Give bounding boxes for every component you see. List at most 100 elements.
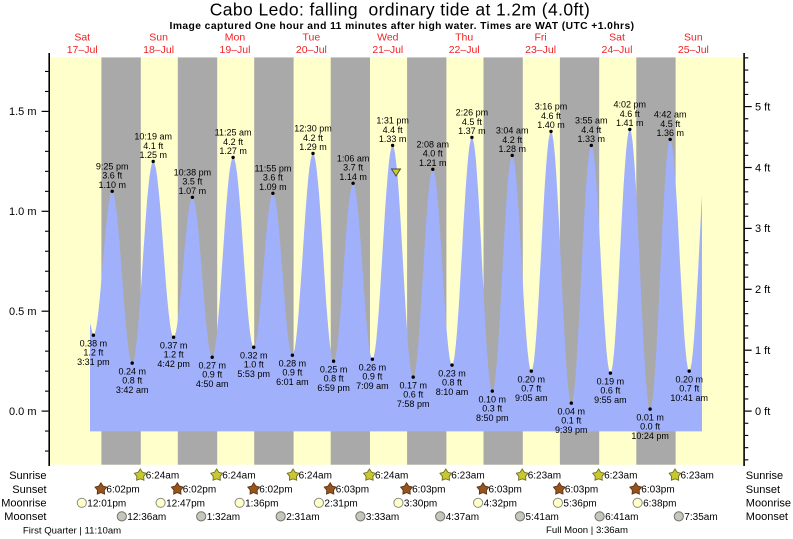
svg-text:0.23 m: 0.23 m <box>438 368 466 378</box>
svg-text:1.28 m: 1.28 m <box>498 144 526 154</box>
svg-text:6:23am: 6:23am <box>604 471 637 482</box>
svg-text:4:37am: 4:37am <box>446 512 479 523</box>
svg-text:12:47pm: 12:47pm <box>166 498 205 509</box>
svg-text:6:59 pm: 6:59 pm <box>317 383 350 393</box>
svg-text:Image captured One hour and 11: Image captured One hour and 11 minutes a… <box>170 21 635 32</box>
svg-text:6:38pm: 6:38pm <box>643 498 676 509</box>
svg-text:0.8 ft: 0.8 ft <box>442 378 463 388</box>
svg-text:6:03pm: 6:03pm <box>336 485 369 496</box>
svg-text:5 ft: 5 ft <box>755 101 770 113</box>
svg-text:9:39 pm: 9:39 pm <box>555 425 588 435</box>
svg-text:9:25 pm: 9:25 pm <box>96 161 129 171</box>
svg-text:1.10 m: 1.10 m <box>98 180 126 190</box>
svg-text:Sunset: Sunset <box>12 484 46 496</box>
svg-text:7:35am: 7:35am <box>684 512 717 523</box>
svg-text:1.41 m: 1.41 m <box>616 118 644 128</box>
svg-text:3:31 pm: 3:31 pm <box>77 357 110 367</box>
svg-text:0.7 ft: 0.7 ft <box>679 384 700 394</box>
svg-text:3.6 ft: 3.6 ft <box>102 171 123 181</box>
svg-text:10:19 am: 10:19 am <box>134 132 172 142</box>
svg-text:0.9 ft: 0.9 ft <box>202 370 223 380</box>
svg-text:0.8 ft: 0.8 ft <box>122 376 143 386</box>
svg-text:18–Jul: 18–Jul <box>143 44 174 56</box>
svg-text:Full Moon | 3:36am: Full Moon | 3:36am <box>546 525 628 536</box>
svg-text:1:31 pm: 1:31 pm <box>376 116 409 126</box>
svg-text:3.7 ft: 3.7 ft <box>343 163 364 173</box>
svg-text:4:50 am: 4:50 am <box>196 379 229 389</box>
svg-text:4:42 am: 4:42 am <box>654 110 687 120</box>
svg-text:5:53 pm: 5:53 pm <box>237 369 270 379</box>
svg-text:4.4 ft: 4.4 ft <box>581 125 602 135</box>
svg-text:3 ft: 3 ft <box>755 223 770 235</box>
svg-text:6:03pm: 6:03pm <box>489 485 522 496</box>
svg-text:2:26 pm: 2:26 pm <box>456 108 489 118</box>
svg-text:6:03pm: 6:03pm <box>641 485 674 496</box>
svg-text:4.6 ft: 4.6 ft <box>620 109 641 119</box>
svg-text:7:58 pm: 7:58 pm <box>397 399 430 409</box>
svg-text:1.33 m: 1.33 m <box>379 134 407 144</box>
svg-text:10:38 pm: 10:38 pm <box>174 167 212 177</box>
svg-text:11:55 pm: 11:55 pm <box>254 163 291 173</box>
svg-text:4.2 ft: 4.2 ft <box>223 137 244 147</box>
svg-text:0.3 ft: 0.3 ft <box>482 404 503 414</box>
svg-text:Sunrise: Sunrise <box>9 470 46 482</box>
svg-text:Sunset: Sunset <box>746 484 780 496</box>
svg-text:0.6 ft: 0.6 ft <box>403 390 424 400</box>
svg-text:0.0 m: 0.0 m <box>9 406 37 418</box>
svg-text:Sat: Sat <box>74 32 90 44</box>
svg-text:17–Jul: 17–Jul <box>67 44 98 56</box>
svg-text:4.2 ft: 4.2 ft <box>502 135 523 145</box>
svg-text:1.36 m: 1.36 m <box>656 128 684 138</box>
svg-text:6:02pm: 6:02pm <box>106 485 139 496</box>
svg-text:6:02pm: 6:02pm <box>259 485 292 496</box>
svg-text:3.5 ft: 3.5 ft <box>182 177 203 187</box>
svg-text:6:23am: 6:23am <box>528 471 561 482</box>
svg-text:6:24am: 6:24am <box>299 471 332 482</box>
svg-text:1.37 m: 1.37 m <box>458 126 486 136</box>
svg-text:1.27 m: 1.27 m <box>219 146 247 156</box>
svg-text:4 ft: 4 ft <box>755 162 770 174</box>
svg-text:Moonset: Moonset <box>746 511 788 523</box>
svg-text:1.33 m: 1.33 m <box>578 134 606 144</box>
svg-text:6:41am: 6:41am <box>605 512 638 523</box>
svg-text:6:01 am: 6:01 am <box>276 377 309 387</box>
svg-text:0.20 m: 0.20 m <box>675 374 703 384</box>
svg-text:3:04 am: 3:04 am <box>496 126 529 136</box>
svg-text:3:42 am: 3:42 am <box>116 385 149 395</box>
svg-text:0.37 m: 0.37 m <box>160 340 188 350</box>
svg-text:1:36pm: 1:36pm <box>245 498 278 509</box>
svg-text:23–Jul: 23–Jul <box>525 44 556 56</box>
svg-text:5:41am: 5:41am <box>526 512 559 523</box>
svg-text:2 ft: 2 ft <box>755 284 770 296</box>
svg-text:0.20 m: 0.20 m <box>518 374 546 384</box>
svg-text:4:32pm: 4:32pm <box>484 498 517 509</box>
svg-text:0.6 ft: 0.6 ft <box>600 386 621 396</box>
svg-text:Sun: Sun <box>684 32 703 44</box>
svg-text:1.2 ft: 1.2 ft <box>164 350 185 360</box>
svg-text:4.6 ft: 4.6 ft <box>541 111 562 121</box>
svg-text:0.1 ft: 0.1 ft <box>561 416 582 426</box>
svg-text:6:23am: 6:23am <box>451 471 484 482</box>
svg-text:4:42 pm: 4:42 pm <box>157 359 190 369</box>
svg-text:Tue: Tue <box>303 32 321 44</box>
svg-text:1 ft: 1 ft <box>755 345 770 357</box>
svg-text:4.5 ft: 4.5 ft <box>462 117 483 127</box>
svg-text:0.8 ft: 0.8 ft <box>324 374 345 384</box>
svg-text:6:23am: 6:23am <box>681 471 714 482</box>
svg-text:2:31pm: 2:31pm <box>324 498 357 509</box>
svg-text:3:55 am: 3:55 am <box>575 116 608 126</box>
svg-text:0.9 ft: 0.9 ft <box>282 368 303 378</box>
svg-text:1.07 m: 1.07 m <box>179 186 207 196</box>
svg-text:9:55 am: 9:55 am <box>594 395 627 405</box>
svg-text:1.40 m: 1.40 m <box>537 120 565 130</box>
svg-text:2:08 am: 2:08 am <box>417 139 450 149</box>
svg-text:0.10 m: 0.10 m <box>479 394 507 404</box>
svg-text:19–Jul: 19–Jul <box>220 44 251 56</box>
svg-text:4.2 ft: 4.2 ft <box>303 133 324 143</box>
svg-text:1.2 ft: 1.2 ft <box>83 348 104 358</box>
svg-text:0.0 ft: 0.0 ft <box>640 422 661 432</box>
svg-text:0.01 m: 0.01 m <box>636 412 664 422</box>
svg-text:Thu: Thu <box>455 32 473 44</box>
svg-text:12:30 pm: 12:30 pm <box>294 124 332 134</box>
svg-text:7:09 am: 7:09 am <box>356 381 389 391</box>
